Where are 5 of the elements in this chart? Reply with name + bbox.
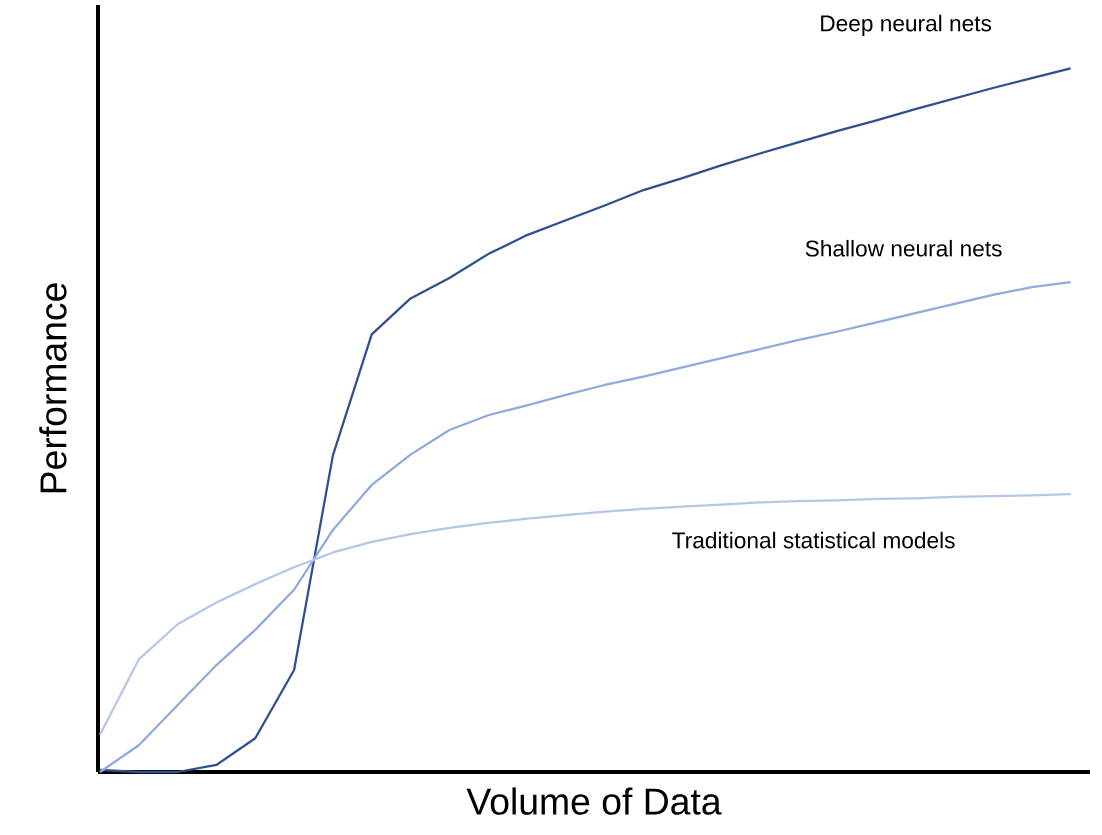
series-label: Traditional statistical models [672,531,955,549]
y-axis-title: Performance [39,283,67,493]
x-axis-title: Volume of Data [466,787,722,815]
series-label: Shallow neural nets [805,239,1002,257]
text: Deep neural nets [821,14,992,36]
